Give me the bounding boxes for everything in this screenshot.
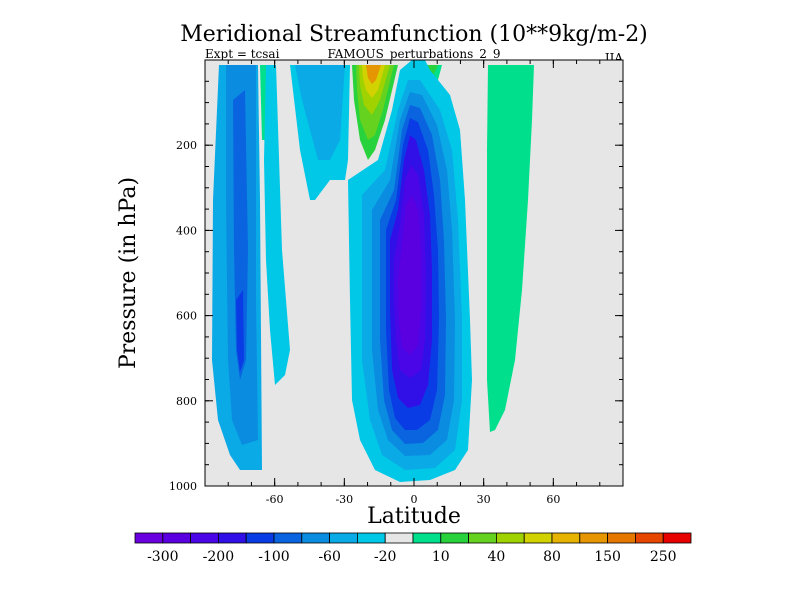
- colorbar-label: 40: [487, 549, 505, 565]
- colorbar-swatch: [579, 532, 608, 544]
- y-tick-label: 400: [176, 224, 197, 237]
- x-tick-label: -60: [266, 493, 284, 506]
- colorbar-swatch: [134, 532, 164, 544]
- contour-fills: [212, 60, 534, 482]
- y-tick-label: 1000: [169, 480, 197, 493]
- colorbar-swatch: [273, 532, 303, 544]
- colorbar-swatch: [190, 532, 219, 544]
- subtitle-left: Expt = tcsai: [205, 47, 280, 61]
- colorbar-label: -60: [318, 549, 341, 565]
- x-tick-label: -30: [335, 493, 353, 506]
- contour-ferrel-right: [490, 300, 515, 378]
- colorbar-swatch: [329, 532, 358, 544]
- colorbar-label: -100: [258, 549, 289, 565]
- y-axis-ticks: 200 400 600 800 1000: [169, 80, 623, 493]
- colorbar-swatch: [495, 532, 525, 544]
- y-tick-label: 600: [176, 310, 197, 323]
- x-axis-ticks: -60 -30 0 30 60: [227, 60, 601, 506]
- contour-polar-inner3: [236, 290, 244, 372]
- colorbar-swatch: [662, 532, 692, 544]
- colorbar-label: 250: [650, 549, 677, 565]
- colorbar-swatch: [635, 532, 664, 544]
- x-tick-label: 60: [546, 493, 560, 506]
- colorbar-swatch: [217, 532, 247, 544]
- colorbar-swatch: [523, 532, 553, 544]
- y-tick-label: 200: [176, 139, 197, 152]
- colorbar-label: -20: [374, 549, 397, 565]
- colorbar-swatch: [245, 532, 275, 544]
- colorbar-swatch: [440, 532, 469, 544]
- colorbar: -300 -200 -100 -60 -20 10 40 80 150 250: [134, 532, 692, 565]
- colorbar-swatch: [301, 532, 330, 544]
- colorbar-swatch: [384, 532, 414, 544]
- contour-upper-pos-5: [366, 65, 381, 84]
- y-tick-label: 800: [176, 395, 197, 408]
- contour-midlat: [264, 65, 290, 385]
- y-axis-label: Pressure (in hPa): [116, 177, 141, 369]
- colorbar-swatch: [468, 532, 497, 544]
- x-axis-label: Latitude: [367, 504, 461, 529]
- colorbar-swatch: [412, 532, 442, 544]
- colorbar-swatch: [607, 532, 636, 544]
- colorbar-label: 80: [543, 549, 561, 565]
- colorbar-label: 150: [594, 549, 621, 565]
- contour-hadley-8: [398, 195, 421, 355]
- x-tick-label: 0: [411, 493, 418, 506]
- x-tick-label: 30: [477, 493, 491, 506]
- colorbar-swatch: [356, 532, 386, 544]
- colorbar-swatch: [551, 532, 581, 544]
- subtitle-center: FAMOUS_perturbations_2_9: [327, 47, 500, 61]
- colorbar-label: -300: [147, 549, 178, 565]
- chart-title: Meridional Streamfunction (10**9kg/m-2): [180, 22, 648, 47]
- contour-midlat2-inner: [295, 65, 345, 160]
- colorbar-label: -200: [203, 549, 234, 565]
- colorbar-label: 10: [432, 549, 450, 565]
- colorbar-swatch: [162, 532, 192, 544]
